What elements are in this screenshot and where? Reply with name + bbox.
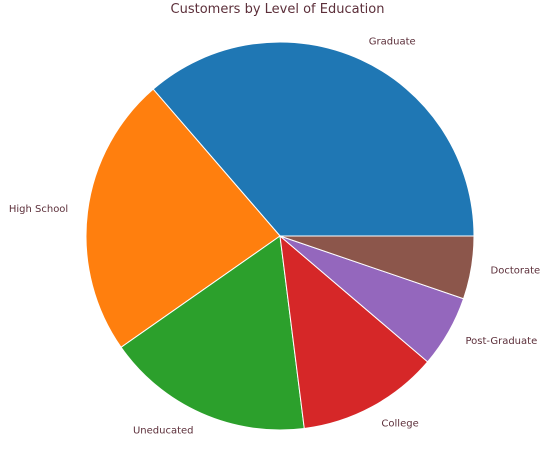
pie-label-college: College	[381, 418, 418, 429]
pie-label-doctorate: Doctorate	[491, 265, 541, 276]
pie-labels: Graduate High School Uneducated College Post…	[9, 36, 540, 436]
pie-slices	[85, 41, 475, 431]
pie-slice-high-school	[85, 88, 281, 348]
chart-title: Customers by Level of Education	[171, 2, 385, 17]
pie-label-high-school: High School	[9, 204, 68, 215]
pie-slice-graduate	[152, 41, 475, 237]
pie-slice-college	[279, 234, 429, 430]
pie-label-uneducated: Uneducated	[133, 426, 194, 437]
pie-label-post-graduate: Post-Graduate	[465, 336, 537, 347]
pie-slice-doctorate	[279, 235, 475, 300]
pie-label-graduate: Graduate	[369, 36, 416, 47]
pie-slice-uneducated	[120, 235, 305, 431]
